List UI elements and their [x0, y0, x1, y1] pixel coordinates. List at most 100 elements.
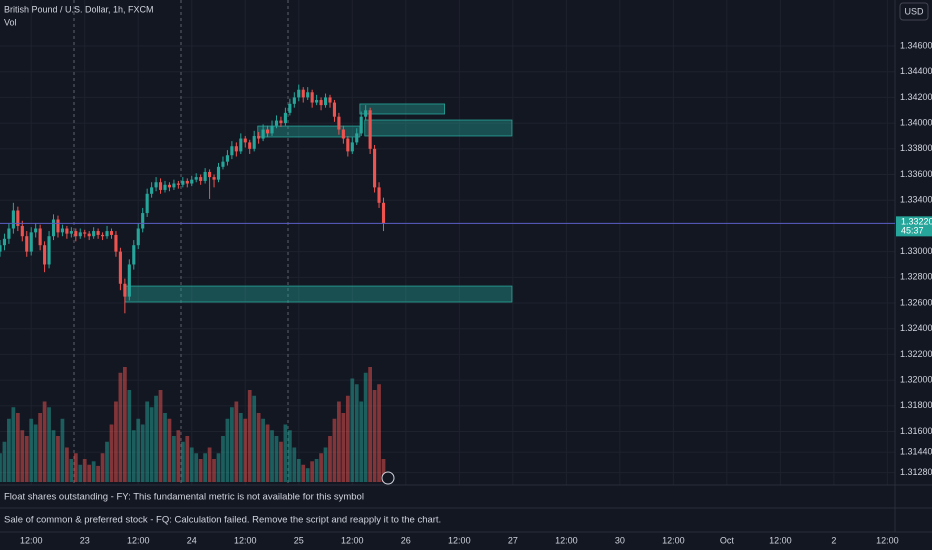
volume-bar [163, 413, 167, 482]
volume-bar [377, 384, 381, 482]
x-tick-label: 24 [187, 535, 197, 545]
x-tick-label: 23 [80, 535, 90, 545]
candle-body [332, 102, 337, 117]
volume-bar [359, 401, 364, 482]
volume-bar [270, 430, 274, 482]
volume-bar [261, 418, 265, 482]
volume-bar [136, 418, 141, 482]
candle-body [47, 236, 51, 265]
volume-bar [256, 413, 261, 482]
last-price-box [896, 216, 932, 237]
volume-bar [176, 430, 181, 482]
volume-bar [332, 418, 337, 482]
volume-bar [368, 367, 373, 482]
currency[interactable]: USD [904, 6, 924, 16]
volume-bar [24, 436, 29, 482]
currency-button[interactable] [899, 2, 929, 21]
candle-body [364, 110, 368, 117]
volume-bar [310, 461, 315, 482]
note: Sale of common & preferred stock - FQ: C… [4, 515, 441, 526]
volume-bar [65, 447, 69, 482]
volume-bar [296, 459, 301, 482]
candle-body [315, 99, 319, 103]
volume-bar [212, 459, 216, 482]
candle-body [83, 232, 87, 234]
volume-bar [194, 453, 199, 482]
candle-body [141, 213, 145, 229]
volume-bar [114, 401, 118, 482]
candle-body [7, 228, 11, 239]
candle-body [248, 142, 252, 149]
candle-body [266, 129, 270, 134]
volume-bar [11, 407, 16, 482]
volume-bar [0, 453, 2, 482]
candle-body [328, 97, 332, 103]
x-tick-label: 25 [294, 535, 304, 545]
candle-body [34, 228, 38, 233]
candle-body [194, 177, 198, 180]
candle-body [167, 184, 172, 188]
candle-body [212, 177, 216, 180]
candle-body [257, 135, 261, 139]
volume-bar [216, 453, 221, 482]
volume-bar [73, 453, 78, 482]
volume-bar [15, 413, 20, 482]
candle-body [16, 210, 20, 226]
volume-bar [2, 441, 7, 482]
y-tick-label: 1.34000 [900, 117, 932, 127]
volume-bar [230, 407, 234, 482]
volume-bar [283, 424, 288, 482]
volume-bar [323, 447, 328, 482]
alert-icon[interactable] [381, 471, 395, 485]
candle-body [87, 233, 91, 237]
volume-bar [29, 418, 34, 482]
candle-body [225, 155, 229, 162]
y-tick-label: 1.31280 [900, 467, 932, 477]
volume-bar [167, 418, 172, 482]
zone [359, 103, 446, 115]
volume-bar [78, 464, 83, 482]
volume-bar [145, 401, 150, 482]
volume-bar [314, 459, 319, 482]
candle-body [38, 228, 42, 246]
volume-bar [274, 436, 279, 482]
volume-bar [109, 424, 114, 482]
candle-body [306, 92, 310, 98]
volume-bar [354, 384, 359, 482]
volume-bar [87, 464, 92, 482]
candle-body [163, 184, 167, 190]
y-tick-label: 1.34400 [900, 66, 932, 76]
countdown: 45:37 [901, 226, 924, 236]
volume-bar [345, 395, 350, 482]
volume-bar [319, 453, 323, 482]
volume-bar [149, 407, 154, 482]
volume-bar [96, 465, 100, 482]
volume-bar [69, 459, 74, 482]
candle-body [270, 125, 274, 134]
candle-body [216, 166, 221, 180]
candle-body [150, 187, 154, 194]
y-tick-label: 1.33400 [900, 195, 932, 205]
candle-body [123, 283, 127, 297]
candle-body [65, 228, 69, 234]
candle-body [234, 146, 238, 152]
chart-title: British Pound / U.S. Dollar, 1h, FXCM [4, 4, 154, 14]
volume-bar [42, 401, 47, 482]
volume-bar [118, 372, 123, 482]
y-tick-label: 1.31440 [900, 446, 932, 456]
volume-bar [372, 390, 377, 482]
candle-body [377, 187, 381, 203]
volume-bar [131, 430, 136, 482]
volume-bar [60, 418, 65, 482]
candle-body [203, 171, 207, 181]
volume-bar [7, 418, 11, 482]
candle-body [0, 245, 2, 252]
volume-bar [381, 459, 386, 482]
volume-bar [252, 395, 257, 482]
candle-body [243, 138, 247, 143]
candle-body [56, 219, 60, 233]
candle-body [288, 103, 292, 113]
volume-bar [238, 413, 243, 482]
candle-body [2, 238, 7, 246]
candle-body [74, 231, 78, 237]
